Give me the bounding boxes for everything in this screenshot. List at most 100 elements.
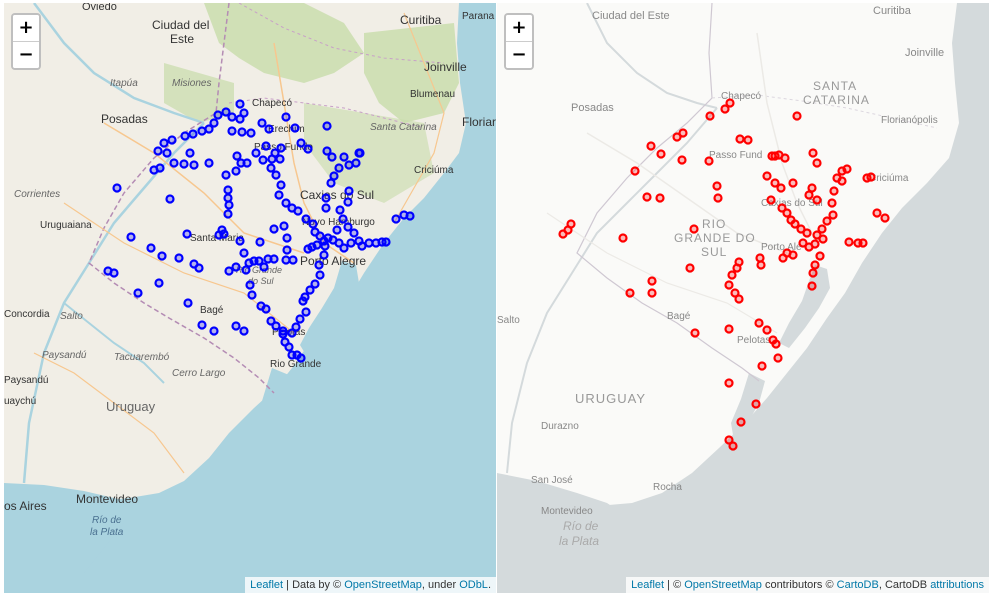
leaflet-link[interactable]: Leaflet (250, 579, 284, 591)
circle-marker[interactable] (319, 250, 329, 260)
circle-marker[interactable] (264, 124, 274, 134)
circle-marker[interactable] (223, 193, 233, 203)
circle-marker[interactable] (822, 216, 832, 226)
circle-marker[interactable] (149, 165, 159, 175)
circle-marker[interactable] (183, 298, 193, 308)
circle-marker[interactable] (227, 126, 237, 136)
circle-marker[interactable] (239, 108, 249, 118)
zoom-out-button[interactable]: − (13, 42, 39, 68)
circle-marker[interactable] (776, 183, 786, 193)
circle-marker[interactable] (288, 255, 298, 265)
circle-marker[interactable] (405, 211, 415, 221)
circle-marker[interactable] (788, 178, 798, 188)
circle-marker[interactable] (880, 213, 890, 223)
circle-marker[interactable] (837, 176, 847, 186)
circle-marker[interactable] (295, 314, 305, 324)
circle-marker[interactable] (743, 135, 753, 145)
circle-marker[interactable] (241, 265, 251, 275)
circle-marker[interactable] (343, 222, 353, 232)
circle-marker[interactable] (842, 164, 852, 174)
circle-marker[interactable] (755, 253, 765, 263)
circle-marker[interactable] (281, 112, 291, 122)
circle-marker[interactable] (780, 153, 790, 163)
circle-marker[interactable] (261, 141, 271, 151)
circle-marker[interactable] (818, 234, 828, 244)
circle-marker[interactable] (133, 288, 143, 298)
circle-marker[interactable] (235, 114, 245, 124)
circle-marker[interactable] (810, 239, 820, 249)
circle-marker[interactable] (770, 178, 780, 188)
circle-marker[interactable] (346, 238, 356, 248)
circle-marker[interactable] (276, 143, 286, 153)
circle-marker[interactable] (734, 294, 744, 304)
circle-marker[interactable] (275, 154, 285, 164)
map-cartodb-tiles[interactable]: Ciudad del Este Curitiba Joinville Posad… (497, 3, 989, 593)
circle-marker[interactable] (258, 155, 268, 165)
circle-marker[interactable] (298, 296, 308, 306)
circle-marker[interactable] (239, 326, 249, 336)
circle-marker[interactable] (756, 260, 766, 270)
circle-marker[interactable] (269, 254, 279, 264)
circle-marker[interactable] (647, 288, 657, 298)
circle-marker[interactable] (290, 123, 300, 133)
circle-marker[interactable] (219, 229, 229, 239)
circle-marker[interactable] (246, 128, 256, 138)
circle-marker[interactable] (334, 163, 344, 173)
circle-marker[interactable] (725, 98, 735, 108)
zoom-out-button[interactable]: − (506, 42, 532, 68)
circle-marker[interactable] (221, 107, 231, 117)
circle-marker[interactable] (677, 155, 687, 165)
circle-marker[interactable] (685, 263, 695, 273)
circle-marker[interactable] (866, 172, 876, 182)
circle-marker[interactable] (796, 224, 806, 234)
circle-marker[interactable] (872, 208, 882, 218)
odbl-link[interactable]: ODbL (459, 579, 488, 591)
circle-marker[interactable] (344, 186, 354, 196)
circle-marker[interactable] (159, 138, 169, 148)
circle-marker[interactable] (157, 251, 167, 261)
circle-marker[interactable] (672, 132, 682, 142)
circle-marker[interactable] (321, 203, 331, 213)
circle-marker[interactable] (126, 232, 136, 242)
circle-marker[interactable] (391, 214, 401, 224)
circle-marker[interactable] (274, 190, 284, 200)
circle-marker[interactable] (169, 158, 179, 168)
circle-marker[interactable] (802, 228, 812, 238)
circle-marker[interactable] (792, 111, 802, 121)
circle-marker[interactable] (146, 243, 156, 253)
circle-marker[interactable] (179, 159, 189, 169)
zoom-in-button[interactable]: + (506, 15, 532, 42)
circle-marker[interactable] (188, 129, 198, 139)
circle-marker[interactable] (231, 262, 241, 272)
circle-marker[interactable] (231, 166, 241, 176)
circle-marker[interactable] (266, 163, 276, 173)
circle-marker[interactable] (162, 148, 172, 158)
circle-marker[interactable] (321, 193, 331, 203)
circle-marker[interactable] (656, 149, 666, 159)
circle-marker[interactable] (174, 253, 184, 263)
circle-marker[interactable] (197, 320, 207, 330)
circle-marker[interactable] (237, 127, 247, 137)
cartodb-link[interactable]: CartoDB (836, 579, 879, 591)
circle-marker[interactable] (232, 151, 242, 161)
circle-marker[interactable] (182, 229, 192, 239)
circle-marker[interactable] (812, 195, 822, 205)
circle-marker[interactable] (301, 214, 311, 224)
circle-marker[interactable] (618, 233, 628, 243)
circle-marker[interactable] (291, 322, 301, 332)
circle-marker[interactable] (713, 193, 723, 203)
circle-marker[interactable] (322, 121, 332, 131)
map-osm[interactable]: Oviedo Ciudad del Este Curitiba Parana J… (4, 3, 496, 593)
circle-marker[interactable] (724, 280, 734, 290)
circle-marker[interactable] (343, 197, 353, 207)
circle-marker[interactable] (728, 441, 738, 451)
circle-marker[interactable] (339, 243, 349, 253)
circle-marker[interactable] (257, 118, 267, 128)
circle-marker[interactable] (357, 241, 367, 251)
circle-marker[interactable] (276, 180, 286, 190)
circle-marker[interactable] (646, 141, 656, 151)
circle-marker[interactable] (335, 205, 345, 215)
circle-marker[interactable] (282, 245, 292, 255)
circle-marker[interactable] (224, 200, 234, 210)
circle-marker[interactable] (301, 307, 311, 317)
